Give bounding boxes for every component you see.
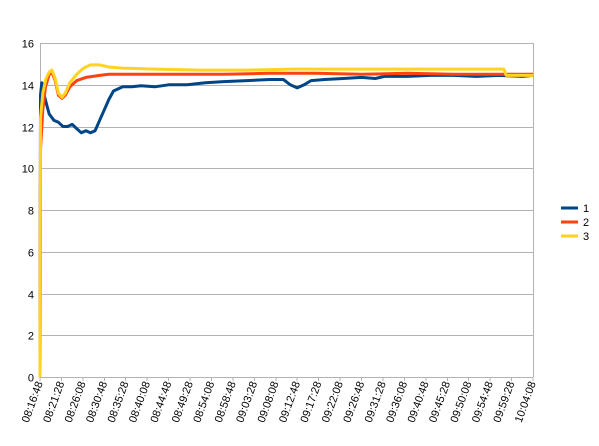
- series-line-1: [38, 73, 534, 378]
- y-tick-label: 4: [28, 290, 34, 302]
- y-tick-label: 6: [28, 248, 34, 260]
- legend-label-1: 1: [583, 203, 589, 215]
- y-tick-label: 10: [22, 164, 34, 176]
- legend-label-3: 3: [583, 231, 589, 243]
- series-line-3: [38, 63, 533, 378]
- y-tick-label: 14: [22, 81, 34, 93]
- y-tick-label: 0: [28, 373, 34, 385]
- y-tick-label: 16: [22, 39, 34, 51]
- y-tick-label: 8: [28, 206, 34, 218]
- series-lines: [38, 63, 534, 378]
- legend-label-2: 2: [583, 217, 589, 229]
- y-tick-label: 2: [28, 331, 34, 343]
- y-axis-ticks: 0 2 4 6 8 10 12 14 16: [22, 39, 34, 385]
- legend: 1 2 3: [561, 203, 589, 243]
- y-tick-label: 12: [22, 123, 34, 135]
